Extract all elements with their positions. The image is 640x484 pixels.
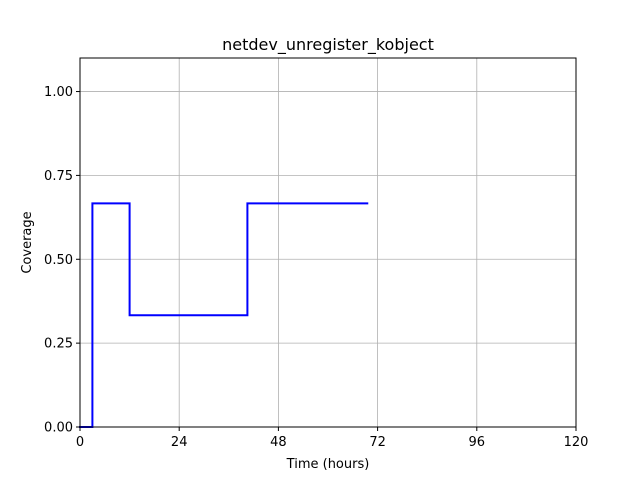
x-axis-label: Time (hours): [286, 457, 370, 472]
y-axis-label: Coverage: [20, 211, 35, 273]
series-line: [79, 202, 369, 428]
plot-frame: [79, 57, 577, 428]
chart-title: netdev_unregister_kobject: [222, 35, 434, 55]
y-tick-label: 0.25: [44, 337, 73, 352]
x-tick-label: 120: [564, 435, 589, 450]
axis-ticks: 0 24 48 72 96 120 0.00 0.25 0.50 0.75 1.00: [44, 85, 588, 450]
y-tick-label: 1.00: [44, 85, 73, 100]
y-tick-label: 0.00: [44, 421, 73, 436]
x-tick-label: 96: [469, 435, 486, 450]
series-layer: [79, 202, 369, 428]
x-tick-label: 0: [76, 435, 84, 450]
y-tick-label: 0.75: [44, 169, 73, 184]
x-tick-label: 48: [270, 435, 287, 450]
x-tick-label: 24: [171, 435, 188, 450]
y-tick-label: 0.50: [44, 253, 73, 268]
x-tick-label: 72: [369, 435, 386, 450]
